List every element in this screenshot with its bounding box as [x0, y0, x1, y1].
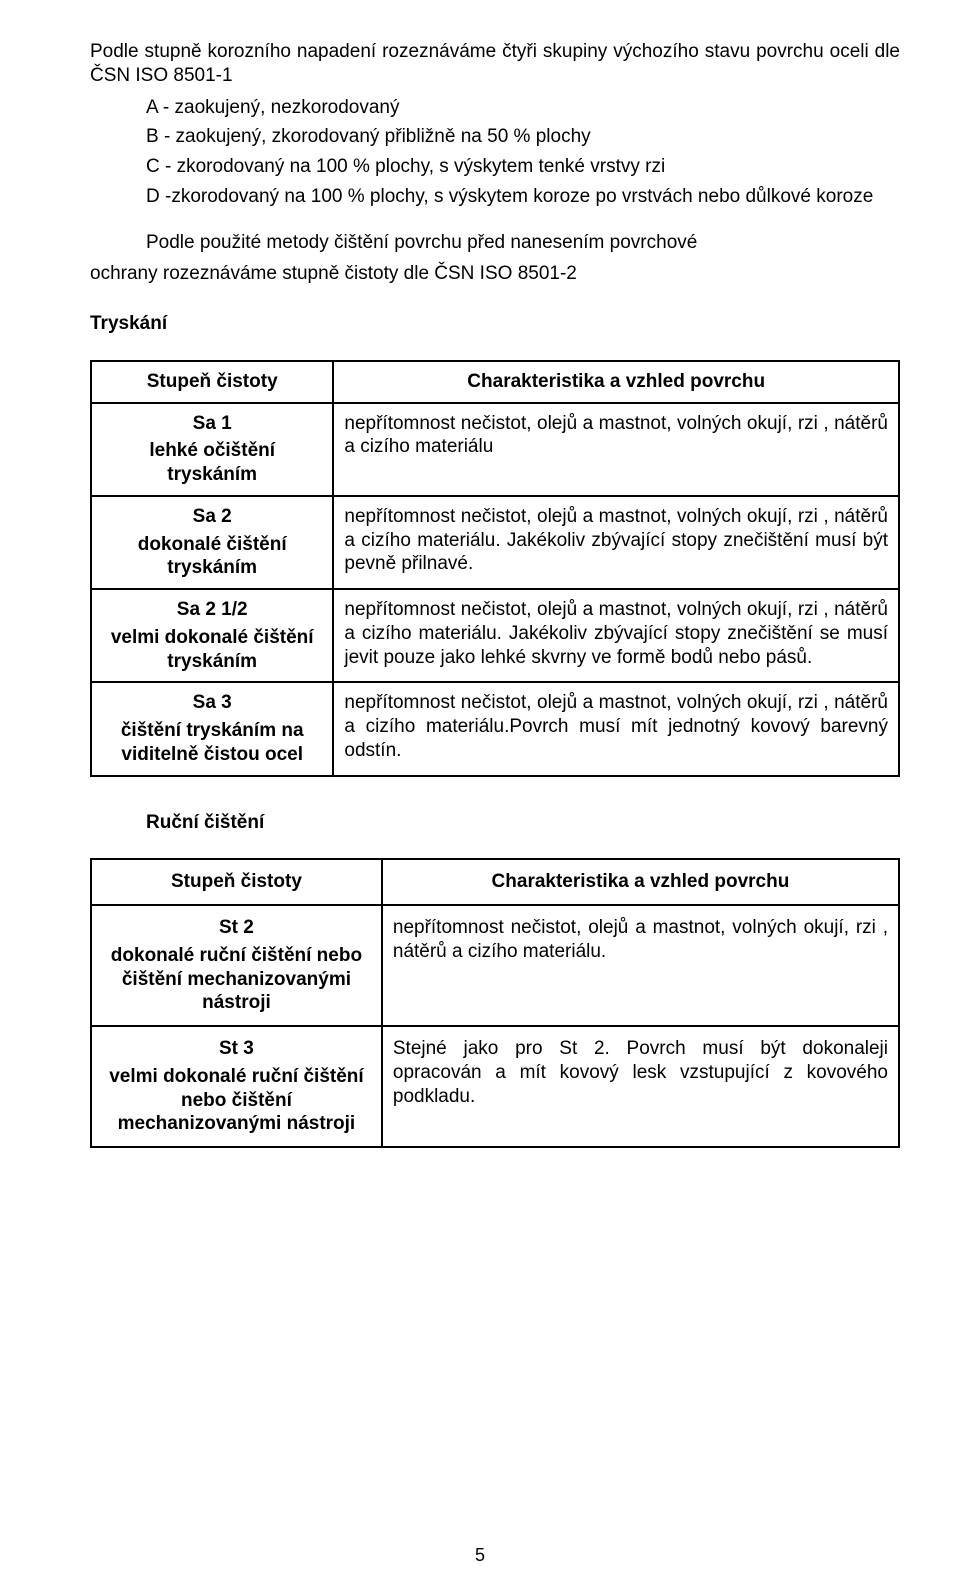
- grade-code: Sa 2: [102, 505, 322, 529]
- table1-head-left: Stupeň čistoty: [91, 361, 333, 403]
- table1-right-cell: nepřítomnost nečistot, olejů a mastnot, …: [333, 496, 899, 589]
- grade-code: St 3: [102, 1037, 371, 1061]
- intro-paragraph-1: Podle stupně korozního napadení rozeznáv…: [90, 40, 900, 88]
- table1-left-cell: Sa 2 1/2 velmi dokonalé čištění tryskání…: [91, 589, 333, 682]
- table2-head-right: Charakteristika a vzhled povrchu: [382, 859, 899, 905]
- table1-right-cell: nepřítomnost nečistot, olejů a mastnot, …: [333, 403, 899, 496]
- grade-desc: dokonalé ruční čištění nebo čištění mech…: [111, 945, 362, 1014]
- group-d: D -zkorodovaný na 100 % plochy, s výskyt…: [146, 185, 900, 209]
- section-tryskani-heading: Tryskání: [90, 312, 900, 336]
- table-row: Sa 2 dokonalé čištění tryskáním nepřítom…: [91, 496, 899, 589]
- grade-desc: lehké očištění tryskáním: [149, 440, 275, 485]
- group-list: A - zaokujený, nezkorodovaný B - zaokuje…: [146, 96, 900, 209]
- group-c: C - zkorodovaný na 100 % plochy, s výsky…: [146, 155, 900, 179]
- intro-paragraph-2b: ochrany rozeznáváme stupně čistoty dle Č…: [90, 262, 900, 286]
- grade-code: Sa 3: [102, 691, 322, 715]
- table1-head-right: Charakteristika a vzhled povrchu: [333, 361, 899, 403]
- group-b: B - zaokujený, zkorodovaný přibližně na …: [146, 125, 900, 149]
- table-row: Sa 3 čištění tryskáním na viditelně čist…: [91, 682, 899, 775]
- grade-desc: čištění tryskáním na viditelně čistou oc…: [121, 720, 304, 765]
- table-row: St 2 dokonalé ruční čištění nebo čištění…: [91, 905, 899, 1026]
- table1-left-cell: Sa 1 lehké očištění tryskáním: [91, 403, 333, 496]
- grade-desc: velmi dokonalé čištění tryskáním: [111, 627, 314, 672]
- group-a: A - zaokujený, nezkorodovaný: [146, 96, 900, 120]
- grade-code: Sa 1: [102, 412, 322, 436]
- table2-head-left: Stupeň čistoty: [91, 859, 382, 905]
- grade-code: Sa 2 1/2: [102, 598, 322, 622]
- table2-left-cell: St 3 velmi dokonalé ruční čištění nebo č…: [91, 1026, 382, 1147]
- table1-right-cell: nepřítomnost nečistot, olejů a mastnot, …: [333, 682, 899, 775]
- table-header-row: Stupeň čistoty Charakteristika a vzhled …: [91, 859, 899, 905]
- table1-left-cell: Sa 3 čištění tryskáním na viditelně čist…: [91, 682, 333, 775]
- table-rucni: Stupeň čistoty Charakteristika a vzhled …: [90, 858, 900, 1148]
- table1-right-cell: nepřítomnost nečistot, olejů a mastnot, …: [333, 589, 899, 682]
- table-header-row: Stupeň čistoty Charakteristika a vzhled …: [91, 361, 899, 403]
- grade-desc: velmi dokonalé ruční čištění nebo čištěn…: [109, 1066, 363, 1135]
- grade-code: St 2: [102, 916, 371, 940]
- grade-desc: dokonalé čištění tryskáním: [138, 534, 287, 579]
- table2-right-cell: Stejné jako pro St 2. Povrch musí být do…: [382, 1026, 899, 1147]
- table-row: Sa 2 1/2 velmi dokonalé čištění tryskání…: [91, 589, 899, 682]
- table1-left-cell: Sa 2 dokonalé čištění tryskáním: [91, 496, 333, 589]
- table2-right-cell: nepřítomnost nečistot, olejů a mastnot, …: [382, 905, 899, 1026]
- table-row: St 3 velmi dokonalé ruční čištění nebo č…: [91, 1026, 899, 1147]
- intro-paragraph-2a: Podle použité metody čištění povrchu pře…: [90, 231, 900, 255]
- section-rucni-heading: Ruční čištění: [146, 811, 900, 835]
- document-page: Podle stupně korozního napadení rozeznáv…: [0, 0, 960, 1580]
- table2-left-cell: St 2 dokonalé ruční čištění nebo čištění…: [91, 905, 382, 1026]
- table-tryskani: Stupeň čistoty Charakteristika a vzhled …: [90, 360, 900, 777]
- page-number: 5: [0, 1544, 960, 1567]
- table-row: Sa 1 lehké očištění tryskáním nepřítomno…: [91, 403, 899, 496]
